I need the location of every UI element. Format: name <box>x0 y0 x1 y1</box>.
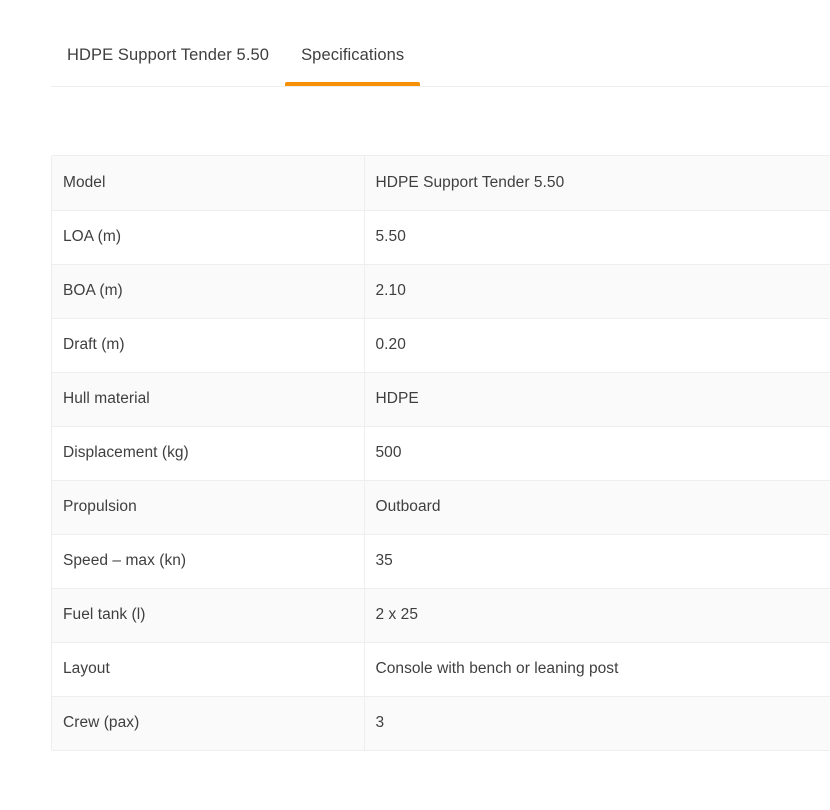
specifications-table-container: Model HDPE Support Tender 5.50 LOA (m) 5.50… <box>51 155 830 751</box>
table-row: BOA (m) 2.10 <box>52 264 830 319</box>
table-row: Layout Console with bench or leaning post <box>52 642 830 697</box>
table-row: Hull material HDPE <box>52 372 830 427</box>
spec-value-cell: HDPE Support Tender 5.50 <box>364 156 830 211</box>
spec-value-cell: 35 <box>364 534 830 589</box>
tab-bar: HDPE Support Tender 5.50 Specifications <box>51 24 830 88</box>
spec-label-cell: Displacement (kg) <box>52 426 365 481</box>
table-row: Propulsion Outboard <box>52 480 830 535</box>
spec-label-cell: LOA (m) <box>52 210 365 265</box>
table-row: Displacement (kg) 500 <box>52 426 830 481</box>
tab-hdpe-support-tender[interactable]: HDPE Support Tender 5.50 <box>51 24 285 86</box>
spec-value-cell: 3 <box>375 714 385 732</box>
tab-specifications[interactable]: Specifications <box>285 24 421 86</box>
tab-label: Specifications <box>301 45 405 64</box>
spec-value-cell: HDPE <box>364 372 830 427</box>
table-row: LOA (m) 5.50 <box>52 210 830 265</box>
spec-label-cell: Propulsion <box>52 480 365 535</box>
spec-label-cell: Draft (m) <box>52 318 365 373</box>
spec-label-cell: Model <box>52 156 365 211</box>
specifications-table-body: Model HDPE Support Tender 5.50 LOA (m) 5.50… <box>52 156 830 750</box>
spec-label-cell: BOA (m) <box>52 264 365 319</box>
spec-label-cell: Layout <box>52 642 365 697</box>
spec-label-cell: Fuel tank (l) <box>52 588 365 643</box>
spec-label-cell: Hull material <box>52 372 365 427</box>
spec-value-cell: 2.10 <box>364 264 830 319</box>
spec-label-cell: Crew (pax) <box>52 696 365 750</box>
spec-label-cell: Speed – max (kn) <box>52 534 365 589</box>
table-row: Crew (pax) 3 <box>52 696 830 750</box>
spec-value-cell: Console with bench or leaning post <box>364 642 830 697</box>
tab-list: HDPE Support Tender 5.50 Specifications <box>51 24 830 86</box>
table-row: Fuel tank (l) 2 x 25 <box>52 588 830 643</box>
spec-value-cell: 2 x 25 <box>364 588 830 643</box>
table-row: Speed – max (kn) 35 <box>52 534 830 589</box>
table-row: Model HDPE Support Tender 5.50 <box>52 156 830 211</box>
active-tab-indicator <box>285 82 421 86</box>
spec-value-cell: 5.50 <box>364 210 830 265</box>
tab-label: HDPE Support Tender 5.50 <box>67 45 270 64</box>
spec-value-cell: 0.20 <box>364 318 830 373</box>
tab-bar-divider <box>51 86 830 87</box>
spec-value-cell: Outboard <box>364 480 830 535</box>
spec-value-cell: 500 <box>364 426 830 481</box>
table-row: Draft (m) 0.20 <box>52 318 830 373</box>
specifications-table: Model HDPE Support Tender 5.50 LOA (m) 5.50… <box>52 156 830 750</box>
